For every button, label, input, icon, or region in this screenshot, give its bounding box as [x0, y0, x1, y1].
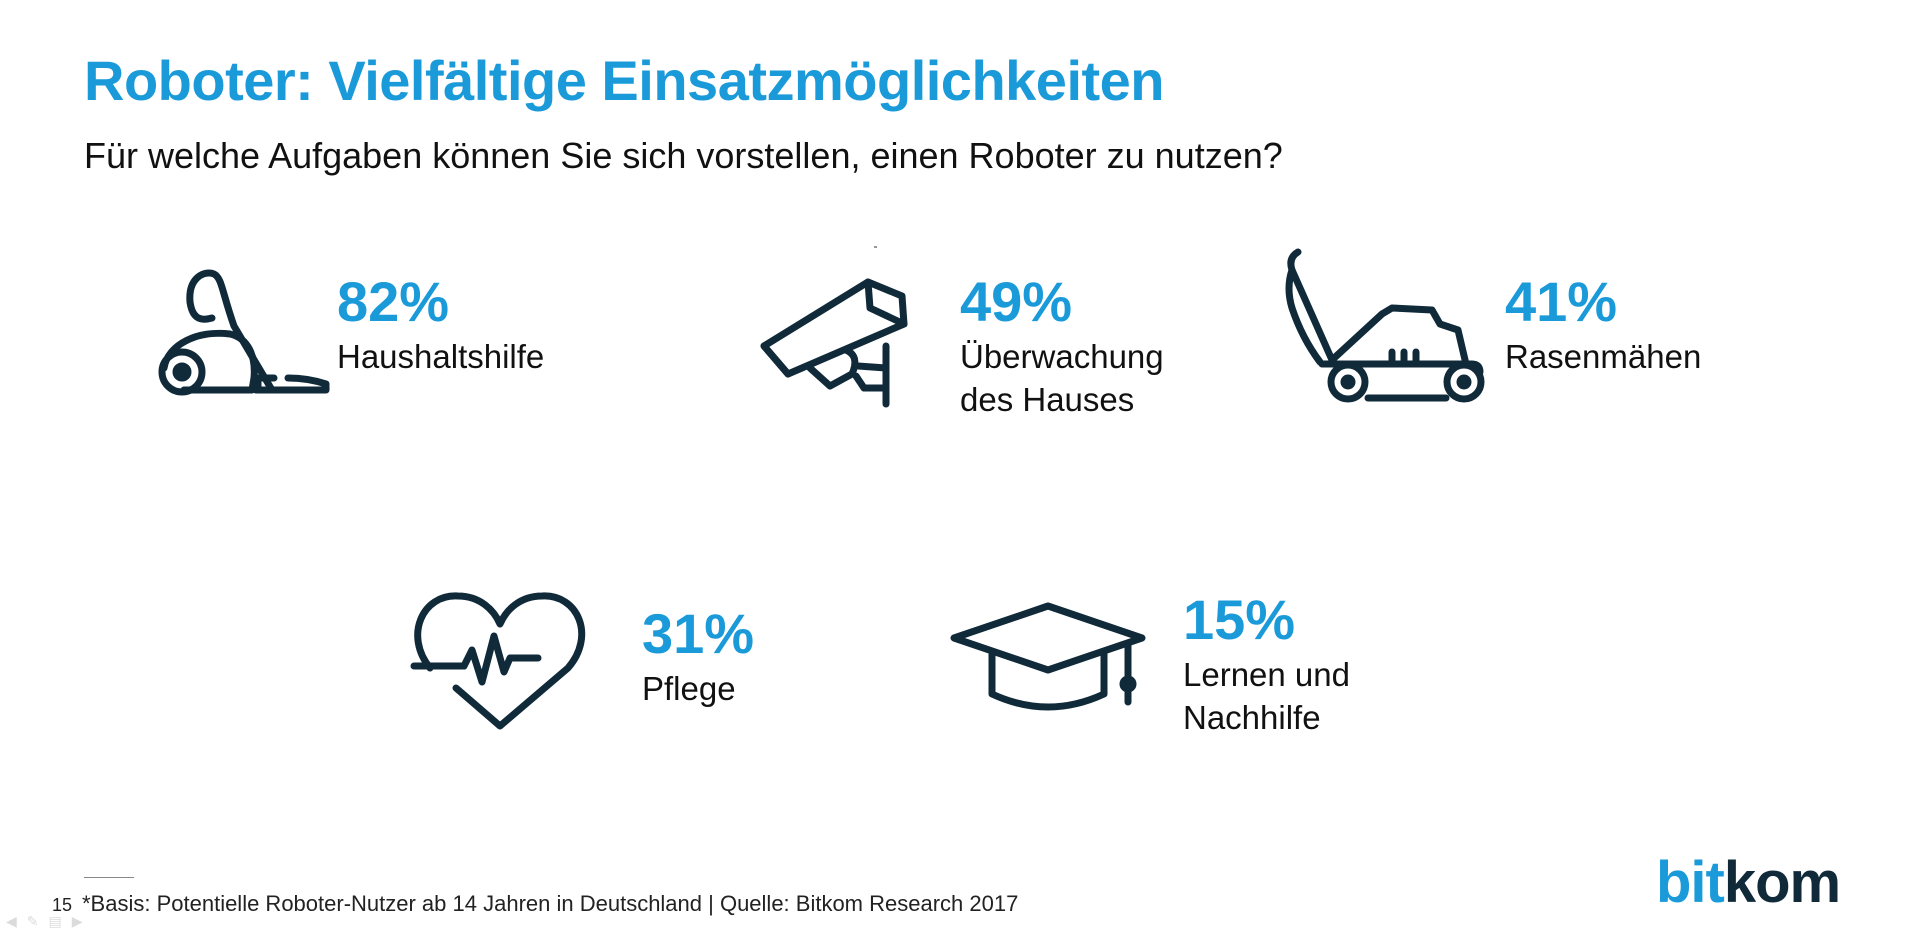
stat-label: Rasenmähen — [1505, 338, 1702, 375]
stat-rasenmaehen: 41% Rasenmähen — [1505, 274, 1765, 379]
stat-haushaltshilfe: 82% Haushaltshilfe — [337, 274, 597, 379]
security-camera-icon — [760, 276, 920, 408]
stat-label: Haushaltshilfe — [337, 338, 545, 375]
stat-label: Pflege — [642, 670, 736, 707]
bitkom-logo: bitkom — [1656, 854, 1841, 912]
percent-value: 49% — [960, 270, 1073, 333]
slide-title: Roboter: Vielfältige Einsatzmöglichkeite… — [84, 49, 1165, 112]
slide-subtitle: Für welche Aufgaben können Sie sich vors… — [84, 135, 1283, 176]
footnote-divider — [84, 877, 134, 878]
logo-part-bit: bit — [1656, 850, 1725, 915]
forward-arrow-icon[interactable]: ▶ — [71, 913, 83, 929]
stat-label: Lernen und Nachhilfe — [1183, 656, 1350, 736]
heartbeat-icon — [410, 590, 588, 730]
pen-icon[interactable]: ✎ — [26, 913, 39, 929]
slide-nav-controls: ◀ ✎ ▤ ▶ — [6, 913, 83, 930]
percent-value: 41% — [1505, 270, 1618, 333]
stat-label: Überwachung des Hauses — [960, 338, 1164, 418]
graduation-cap-icon — [950, 602, 1146, 714]
vacuum-cleaner-icon — [158, 266, 330, 400]
decorative-dot — [874, 246, 877, 248]
back-arrow-icon[interactable]: ◀ — [6, 913, 17, 929]
percent-value: 82% — [337, 270, 450, 333]
percent-value: 15% — [1183, 588, 1296, 651]
stat-ueberwachung: 49% Überwachung des Hauses — [960, 274, 1220, 422]
stat-lernen: 15% Lernen und Nachhilfe — [1183, 592, 1443, 740]
page-number: 15 — [52, 895, 73, 915]
slides-icon[interactable]: ▤ — [48, 913, 62, 929]
lawn-mower-icon — [1282, 248, 1488, 406]
logo-part-kom: kom — [1723, 850, 1841, 915]
stat-pflege: 31% Pflege — [642, 606, 902, 711]
percent-value: 31% — [642, 602, 755, 665]
footnote: *Basis: Potentielle Roboter-Nutzer ab 14… — [82, 891, 1019, 916]
